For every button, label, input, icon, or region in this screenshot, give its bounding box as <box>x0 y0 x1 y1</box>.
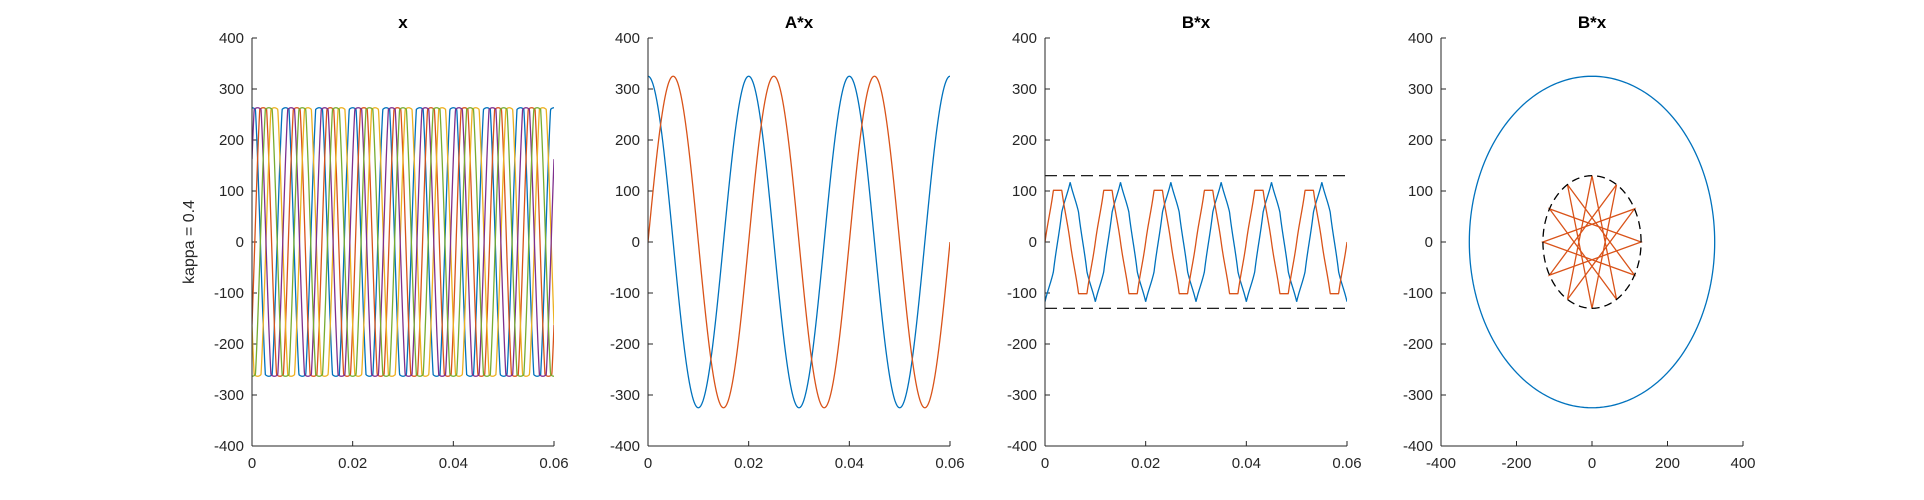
y-tick-labels: -400 -300 -200 -100 0 100 200 300 400 <box>214 30 257 455</box>
series-line-orange <box>1045 189 1347 295</box>
series-line-blue <box>252 107 554 377</box>
y-tick-label: 300 <box>1408 81 1433 98</box>
x-tick-label: 0.06 <box>1332 455 1361 472</box>
x-tick-label: 200 <box>1655 455 1680 472</box>
y-tick-label: 300 <box>615 81 640 98</box>
x-tick-label: 0 <box>1588 455 1596 472</box>
y-tick-label: 0 <box>1029 234 1037 251</box>
y-tick-label: -400 <box>1403 438 1433 455</box>
series-line-blue <box>1045 182 1347 302</box>
subplot-bx-time: B*x 0 0.02 0.04 0.06 -400 -300 -200 -100 0 100 20… <box>1007 13 1362 472</box>
subplot-title: B*x <box>1182 13 1211 32</box>
y-tick-label: -100 <box>1403 285 1433 302</box>
y-tick-label: 400 <box>1408 30 1433 47</box>
x-tick-labels: 0 0.02 0.04 0.06 <box>644 441 965 472</box>
x-tick-label: 0 <box>644 455 652 472</box>
x-tick-label: 0.04 <box>835 455 864 472</box>
x-tick-label: 0 <box>1041 455 1049 472</box>
y-tick-label: 0 <box>236 234 244 251</box>
y-tick-label: -400 <box>1007 438 1037 455</box>
series-line-dashed <box>1542 175 1642 309</box>
y-tick-label: -300 <box>1403 387 1433 404</box>
x-tick-label: -200 <box>1501 455 1531 472</box>
subplot-title: A*x <box>785 13 814 32</box>
y-tick-label: 0 <box>632 234 640 251</box>
series-line-orange <box>648 75 950 409</box>
y-tick-label: 200 <box>219 132 244 149</box>
subplot-bx-xy: B*x -400 -200 0 200 400 -400 -300 -200 -100 0 100… <box>1403 13 1756 472</box>
series-line-green <box>252 107 554 377</box>
subplot-x: x kappa = 0.4 0 0.02 0.04 0.06 -400 -300 -200… <box>181 13 569 472</box>
y-tick-labels: -400 -300 -200 -100 0 100 200 300 400 <box>610 30 653 455</box>
y-tick-label: -400 <box>610 438 640 455</box>
x-tick-labels: -400 -200 0 200 400 <box>1426 441 1756 472</box>
subplot-title: x <box>398 13 408 32</box>
y-tick-label: 200 <box>1012 132 1037 149</box>
y-tick-label: -300 <box>214 387 244 404</box>
x-tick-label: 0.02 <box>1131 455 1160 472</box>
x-tick-label: 0.06 <box>935 455 964 472</box>
x-tick-label: 400 <box>1730 455 1755 472</box>
y-tick-label: -200 <box>214 336 244 353</box>
x-tick-label: 0 <box>248 455 256 472</box>
y-tick-label: 300 <box>1012 81 1037 98</box>
x-tick-label: 0.04 <box>439 455 468 472</box>
y-tick-label: -300 <box>1007 387 1037 404</box>
y-tick-label: 100 <box>1408 183 1433 200</box>
series-line-yellow <box>252 107 554 377</box>
series-line-blue <box>1468 75 1716 409</box>
y-tick-label: -300 <box>610 387 640 404</box>
plot-area <box>252 107 554 377</box>
plot-area <box>1045 175 1347 309</box>
x-tick-label: 0.02 <box>734 455 763 472</box>
y-tick-label: -200 <box>1403 336 1433 353</box>
subplot-title: B*x <box>1578 13 1607 32</box>
x-tick-label: 0.06 <box>539 455 568 472</box>
y-tick-label: -100 <box>610 285 640 302</box>
y-tick-label: -400 <box>214 438 244 455</box>
x-tick-label: 0.02 <box>338 455 367 472</box>
y-tick-label: 100 <box>615 183 640 200</box>
x-tick-labels: 0 0.02 0.04 0.06 <box>1041 441 1362 472</box>
y-tick-label: 300 <box>219 81 244 98</box>
plot-area <box>648 75 950 409</box>
y-tick-label: 400 <box>219 30 244 47</box>
y-tick-labels: -400 -300 -200 -100 0 100 200 300 400 <box>1007 30 1050 455</box>
y-tick-label: -200 <box>1007 336 1037 353</box>
subplot-ax: A*x 0 0.02 0.04 0.06 -400 -300 -200 -100 0 100 20… <box>610 13 965 472</box>
y-tick-label: -100 <box>214 285 244 302</box>
y-tick-labels: -400 -300 -200 -100 0 100 200 300 400 <box>1403 30 1446 455</box>
x-tick-label: -400 <box>1426 455 1456 472</box>
x-tick-labels: 0 0.02 0.04 0.06 <box>248 441 569 472</box>
y-tick-label: 100 <box>219 183 244 200</box>
plot-area <box>1468 75 1716 409</box>
y-tick-label: 400 <box>615 30 640 47</box>
y-axis-label: kappa = 0.4 <box>181 200 198 284</box>
y-tick-label: -100 <box>1007 285 1037 302</box>
y-tick-label: 200 <box>1408 132 1433 149</box>
series-line-blue <box>648 75 950 409</box>
series-line-purple <box>252 107 554 377</box>
y-tick-label: 200 <box>615 132 640 149</box>
y-tick-label: 0 <box>1425 234 1433 251</box>
y-tick-label: 400 <box>1012 30 1037 47</box>
x-tick-label: 0.04 <box>1232 455 1261 472</box>
y-tick-label: 100 <box>1012 183 1037 200</box>
y-tick-label: -200 <box>610 336 640 353</box>
